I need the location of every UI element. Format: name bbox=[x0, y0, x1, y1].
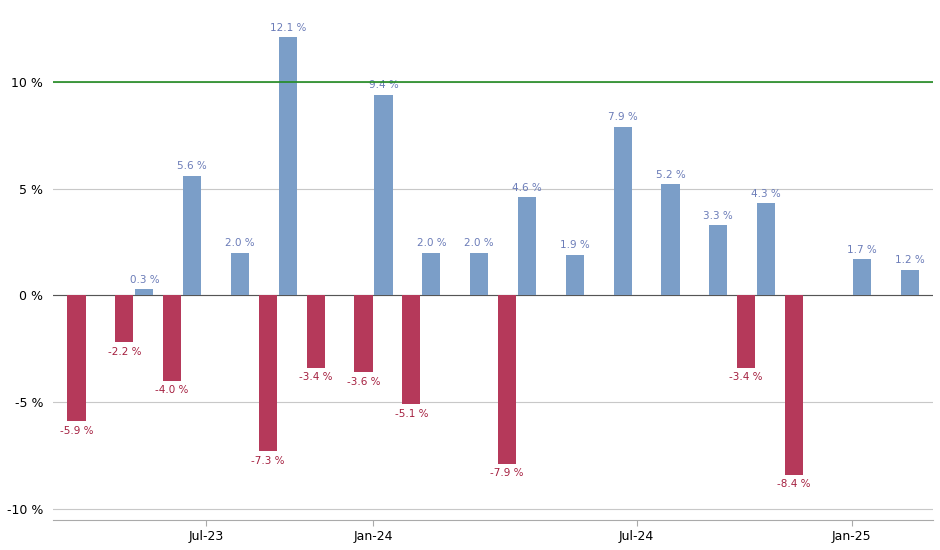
Text: -8.4 %: -8.4 % bbox=[777, 479, 810, 489]
Bar bbox=[614, 126, 632, 295]
Bar bbox=[231, 252, 249, 295]
Bar bbox=[853, 259, 870, 295]
Bar bbox=[785, 295, 803, 475]
Text: 0.3 %: 0.3 % bbox=[130, 274, 159, 285]
Text: 5.2 %: 5.2 % bbox=[655, 170, 685, 180]
Text: 4.3 %: 4.3 % bbox=[751, 189, 781, 199]
Text: 3.3 %: 3.3 % bbox=[703, 211, 733, 221]
Bar bbox=[402, 295, 420, 404]
Text: 9.4 %: 9.4 % bbox=[368, 80, 399, 90]
Bar bbox=[498, 295, 516, 464]
Bar bbox=[135, 289, 153, 295]
Text: -7.9 %: -7.9 % bbox=[490, 469, 524, 478]
Text: -5.9 %: -5.9 % bbox=[60, 426, 93, 436]
Bar bbox=[163, 295, 181, 381]
Bar bbox=[116, 295, 133, 342]
Text: 1.2 %: 1.2 % bbox=[895, 255, 925, 266]
Text: 1.9 %: 1.9 % bbox=[560, 240, 589, 250]
Text: -5.1 %: -5.1 % bbox=[395, 409, 428, 419]
Text: 12.1 %: 12.1 % bbox=[270, 23, 306, 32]
Text: -3.6 %: -3.6 % bbox=[347, 377, 380, 387]
Bar bbox=[566, 255, 584, 295]
Text: -3.4 %: -3.4 % bbox=[729, 372, 762, 382]
Text: 5.6 %: 5.6 % bbox=[178, 162, 207, 172]
Bar bbox=[183, 175, 201, 295]
Bar bbox=[68, 295, 86, 421]
Bar bbox=[470, 252, 488, 295]
Bar bbox=[374, 95, 393, 295]
Bar bbox=[354, 295, 372, 372]
Text: 7.9 %: 7.9 % bbox=[608, 112, 637, 122]
Bar bbox=[518, 197, 536, 295]
Bar bbox=[662, 184, 680, 295]
Text: -3.4 %: -3.4 % bbox=[299, 372, 333, 382]
Text: -2.2 %: -2.2 % bbox=[107, 346, 141, 356]
Bar bbox=[258, 295, 277, 452]
Bar bbox=[279, 37, 297, 295]
Text: -4.0 %: -4.0 % bbox=[155, 385, 189, 395]
Text: 1.7 %: 1.7 % bbox=[847, 245, 877, 255]
Text: 2.0 %: 2.0 % bbox=[416, 238, 446, 249]
Bar bbox=[901, 270, 918, 295]
Text: -7.3 %: -7.3 % bbox=[251, 455, 285, 465]
Bar bbox=[709, 225, 728, 295]
Bar bbox=[737, 295, 755, 368]
Bar bbox=[757, 204, 776, 295]
Text: 4.6 %: 4.6 % bbox=[512, 183, 541, 193]
Text: 2.0 %: 2.0 % bbox=[226, 238, 255, 249]
Bar bbox=[422, 252, 441, 295]
Text: 2.0 %: 2.0 % bbox=[464, 238, 494, 249]
Bar bbox=[306, 295, 324, 368]
